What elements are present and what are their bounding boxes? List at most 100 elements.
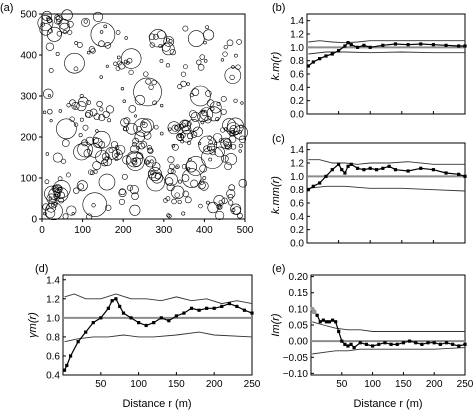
tree-circle [189, 92, 194, 98]
tree-circle [172, 143, 179, 151]
panel-d-plot: 0.4 0.6 0.8 1.0 1.2 1.4 50 100 150 200 250 [46, 275, 261, 390]
c-plot-observed-point [343, 171, 347, 175]
c-plot-y-tick-label: 1.4 [290, 145, 304, 156]
tree-circle [81, 139, 89, 147]
tree-circle [114, 145, 120, 150]
tree-circle [213, 195, 225, 207]
c-plot-observed-point [324, 174, 328, 178]
c-plot-observed-point [457, 172, 461, 176]
c-plot-observed-point [346, 164, 350, 168]
d-plot-observed-point [159, 316, 163, 320]
panel-c-ylabel: k.mm(r) [270, 176, 282, 214]
tree-circle [199, 107, 214, 121]
tree-circle [62, 213, 69, 220]
tree-circle [79, 117, 84, 122]
c-plot-observed-point [431, 168, 435, 172]
tree-circle [104, 156, 109, 161]
e-plot-envelope-lower [312, 347, 466, 355]
tree-circle [201, 109, 208, 117]
tree-circle [151, 171, 164, 184]
tree-circle [116, 151, 121, 156]
tree-circle [180, 130, 193, 143]
tree-circle [47, 94, 51, 98]
tree-circle [46, 16, 51, 21]
tree-circle [117, 60, 122, 66]
d-plot-y-tick-label: 0.6 [46, 351, 60, 362]
tree-circle [203, 29, 215, 41]
tree-circle [110, 141, 119, 149]
e-plot-y-tick-label: 0.10 [289, 304, 309, 315]
tree-circle [93, 113, 101, 120]
tree-circle [229, 74, 235, 80]
d-plot-observed-point [99, 316, 103, 320]
panel-a-y-tick-label: 400 [20, 51, 37, 62]
e-plot-observed-point [383, 341, 387, 345]
tree-circle [91, 203, 96, 208]
tree-circle [73, 187, 80, 194]
panel-b: (b) k.m(r) 0.0 0.2 0.4 0.6 0.8 1.0 1.2 1.4 [270, 2, 467, 121]
panel-b-plot: 0.0 0.2 0.4 0.6 0.8 1.0 1.2 1.4 [290, 16, 467, 121]
tree-circle [76, 180, 88, 192]
e-plot-observed-point [364, 342, 369, 346]
tree-circle [131, 141, 138, 147]
panel-d-ylabel: γm(r) [27, 312, 39, 338]
panel-a-y-tick-label: 100 [20, 174, 37, 185]
tree-circle [113, 61, 118, 66]
d-plot-x-tick-label: 100 [130, 379, 147, 390]
tree-circle [229, 130, 236, 137]
tree-circle [85, 109, 94, 118]
tree-circle [203, 145, 210, 152]
tree-circle [56, 18, 61, 24]
e-plot-observed-point [377, 342, 381, 346]
tree-circle [81, 17, 91, 27]
tree-circle [53, 202, 57, 206]
tree-circle [104, 42, 112, 49]
e-plot-y-tick-label: 0.05 [289, 321, 309, 332]
tree-circle [225, 144, 231, 150]
panel-e-label: (e) [272, 263, 285, 275]
tree-circle [208, 140, 213, 145]
tree-circle [171, 198, 177, 205]
b-plot-observed-point [346, 41, 350, 45]
tree-circle [158, 44, 163, 48]
e-plot-x-tick-label: 50 [336, 379, 348, 390]
tree-circle [60, 158, 67, 164]
tree-circle [226, 189, 236, 199]
panel-a-y-tick-label: 0 [31, 215, 37, 226]
b-plot-observed-point [355, 45, 360, 49]
tree-circle [207, 135, 212, 140]
c-plot-observed-point [419, 166, 423, 170]
tree-circle [95, 129, 99, 133]
tree-circle [74, 41, 79, 45]
tree-circle [214, 142, 218, 146]
b-plot-observed-point [343, 44, 347, 48]
e-plot-observed-point [414, 341, 418, 345]
tree-circle [125, 60, 130, 65]
tree-circle [53, 16, 63, 25]
panel-d-label: (d) [35, 263, 48, 275]
tree-circle [218, 138, 224, 144]
b-plot-observed-point [444, 43, 448, 47]
tree-circle [122, 99, 127, 103]
tree-circle [170, 185, 185, 200]
tree-circle [163, 198, 168, 203]
d-plot-x-tick-label: 250 [244, 379, 261, 390]
tree-circle [207, 201, 219, 214]
tree-circle [86, 50, 91, 55]
tree-circle [151, 162, 161, 171]
tree-circle [52, 152, 63, 163]
tree-circle [220, 137, 232, 149]
e-plot-observed-point [371, 344, 375, 348]
d-plot-observed-point [167, 319, 171, 323]
tree-circle [161, 42, 175, 56]
tree-circle [186, 132, 194, 140]
tree-circle-large [187, 30, 205, 47]
tree-circle [42, 110, 47, 114]
tree-circle [171, 143, 176, 148]
d-plot-observed-point [110, 299, 114, 303]
tree-circle [222, 118, 237, 133]
tree-circle [62, 29, 68, 35]
tree-circle [55, 52, 60, 56]
tree-circle [206, 200, 210, 205]
tree-circle [89, 170, 95, 176]
